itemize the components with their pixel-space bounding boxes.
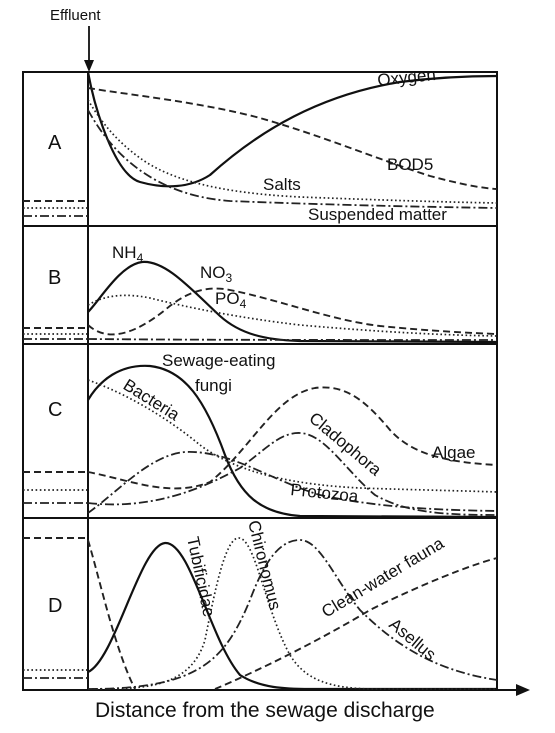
panel-c-curves [23, 364, 498, 519]
bacteria-label: Bacteria [120, 375, 183, 424]
panel-d-letter: D [48, 595, 62, 617]
panel-d-curves [23, 537, 498, 691]
panel-b-frame [22, 225, 498, 345]
fungi-curve [87, 364, 498, 519]
bacteria-curve [87, 379, 498, 493]
panel-c-letter: C [48, 399, 62, 421]
panel-a-letter: A [48, 132, 62, 154]
effluent-label: Effluent [50, 7, 101, 24]
protozoa-label: Protozoa [290, 480, 360, 506]
clean-water-fauna-curve [87, 539, 136, 690]
asellus-curve [87, 539, 498, 690]
bod5-label: BOD5 [387, 155, 433, 174]
tubificidae-label: Tubificidae [183, 535, 219, 619]
panel-c-frame [22, 343, 498, 519]
oxygen-curve [86, 71, 498, 188]
oxygen-label: Oxygen [376, 65, 436, 90]
effluent-arrow [84, 26, 94, 72]
bod5-curve [87, 87, 498, 190]
suspended-matter-curve [87, 109, 498, 209]
po4-label: PO4 [215, 289, 247, 311]
fungi-label-line1: Sewage-eating [162, 351, 275, 370]
chironomus-label: Chironomus [244, 518, 285, 612]
algae-curve [87, 386, 498, 490]
suspended-matter-label: Suspended matter [308, 205, 447, 224]
salts-label: Salts [263, 175, 301, 194]
panel-a-curves [23, 71, 498, 217]
panel-b-curves [23, 260, 498, 344]
clean-water-fauna-label: Clean-water fauna [318, 533, 447, 621]
panel-b-letter: B [48, 267, 61, 289]
salts-curve [87, 99, 498, 204]
cladophora-label: Cladophora [305, 409, 385, 480]
po4-curve [87, 294, 498, 337]
no3-curve [87, 287, 498, 336]
chironomus-curve [87, 537, 497, 690]
no3-label: NO3 [200, 263, 233, 285]
tubificidae-curve [87, 541, 497, 691]
protozoa-curve [87, 451, 498, 514]
asellus-label: Asellus [385, 615, 439, 665]
fungi-label-line2: fungi [195, 376, 232, 395]
nh4-label: NH4 [112, 243, 144, 265]
algae-label: Algae [432, 443, 475, 462]
x-axis-label: Distance from the sewage discharge [95, 699, 435, 722]
nh4-curve [87, 260, 498, 344]
